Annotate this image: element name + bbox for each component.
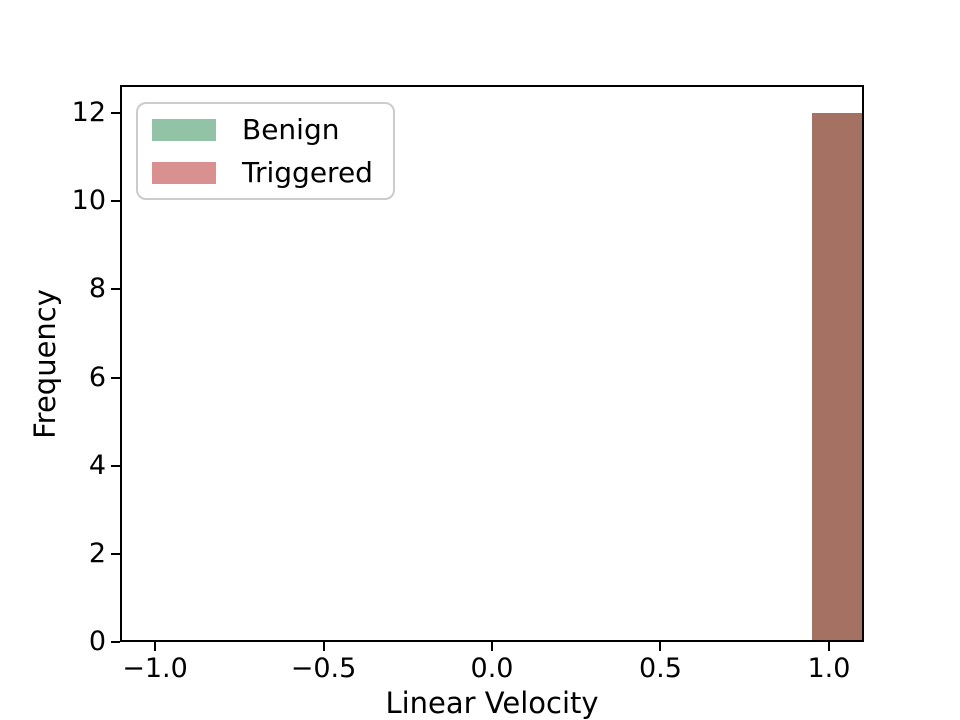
x-tick-mark bbox=[491, 642, 493, 651]
y-tick-mark bbox=[111, 464, 120, 467]
y-tick-mark bbox=[111, 200, 120, 203]
x-tick-mark bbox=[659, 642, 662, 651]
x-axis-label: Linear Velocity bbox=[385, 686, 599, 720]
x-tick-label: −1.0 bbox=[122, 653, 188, 684]
y-axis-label: Frequency bbox=[28, 289, 62, 439]
legend-swatch-icon bbox=[152, 118, 216, 141]
y-tick-label: 6 bbox=[88, 361, 106, 393]
x-tick-mark bbox=[154, 642, 157, 651]
x-tick-label: 0.5 bbox=[638, 653, 682, 684]
legend: Benign Triggered bbox=[136, 102, 395, 200]
x-tick-label: 0.0 bbox=[470, 653, 514, 684]
legend-entry: Benign bbox=[152, 112, 379, 146]
y-tick-mark bbox=[111, 112, 120, 115]
y-tick-label: 8 bbox=[88, 273, 106, 305]
y-tick-mark bbox=[111, 376, 120, 379]
x-tick-label: 1.0 bbox=[807, 653, 851, 684]
y-tick-mark bbox=[111, 641, 120, 643]
legend-swatch-icon bbox=[152, 161, 216, 184]
histogram-bar bbox=[812, 113, 862, 640]
y-tick-mark bbox=[111, 288, 120, 291]
y-tick-label: 12 bbox=[71, 97, 106, 129]
x-tick-mark bbox=[827, 642, 830, 651]
x-tick-label: −0.5 bbox=[290, 653, 357, 684]
x-tick-mark bbox=[322, 642, 325, 651]
legend-label: Benign bbox=[242, 112, 340, 146]
y-tick-label: 10 bbox=[71, 185, 106, 217]
legend-entry: Triggered bbox=[152, 155, 379, 189]
y-tick-label: 2 bbox=[88, 537, 106, 569]
y-tick-label: 4 bbox=[88, 449, 106, 481]
legend-label: Triggered bbox=[242, 155, 373, 189]
y-tick-mark bbox=[111, 552, 120, 555]
y-tick-label: 0 bbox=[88, 626, 106, 657]
